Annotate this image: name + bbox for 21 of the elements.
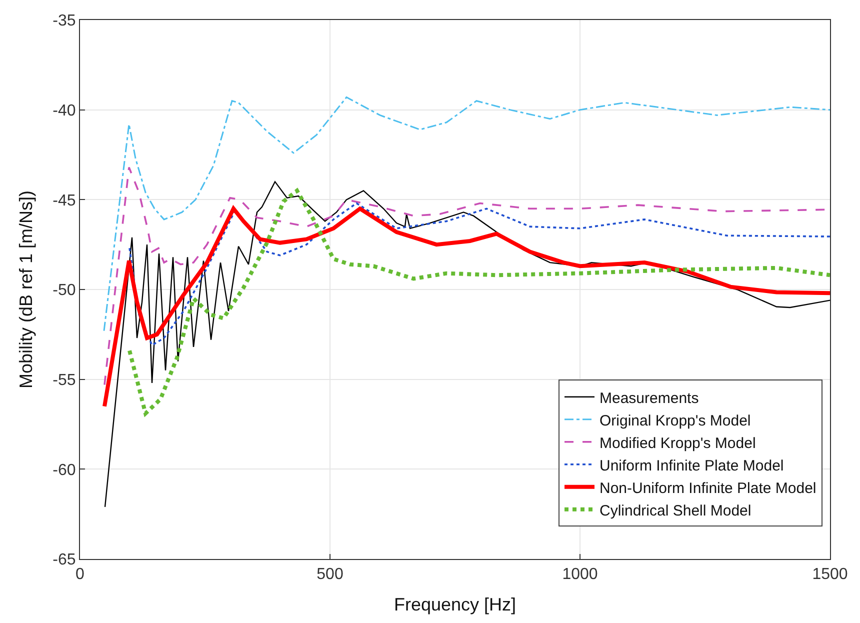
x-tick-label: 0 [76,566,85,584]
x-tick-label: 1500 [812,566,848,584]
y-tick-label: -50 [52,282,76,300]
y-tick-label: -60 [52,462,76,479]
x-tick-label: 500 [316,566,344,584]
y-tick-label: -55 [52,372,76,389]
legend-label: Measurements [600,390,699,407]
legend-label: Cylindrical Shell Model [600,502,752,520]
legend-label: Original Kropp's Model [600,412,751,430]
y-tick-label: -45 [52,192,76,210]
legend-label: Non-Uniform Infinite Plate Model [600,480,816,497]
y-tick-label: -65 [52,552,76,569]
y-tick-label: -35 [52,12,76,30]
x-axis-title: Frequency [Hz] [394,594,516,614]
y-tick-label: -40 [52,102,76,120]
legend-label: Modified Kropp's Model [600,434,756,452]
x-tick-label: 1000 [562,566,598,584]
line-series [128,202,830,346]
y-axis-title: Mobility (dB ref 1 [m/Ns]) [16,190,36,389]
legend-label: Uniform Infinite Plate Model [600,457,784,474]
line-series [103,96,830,332]
